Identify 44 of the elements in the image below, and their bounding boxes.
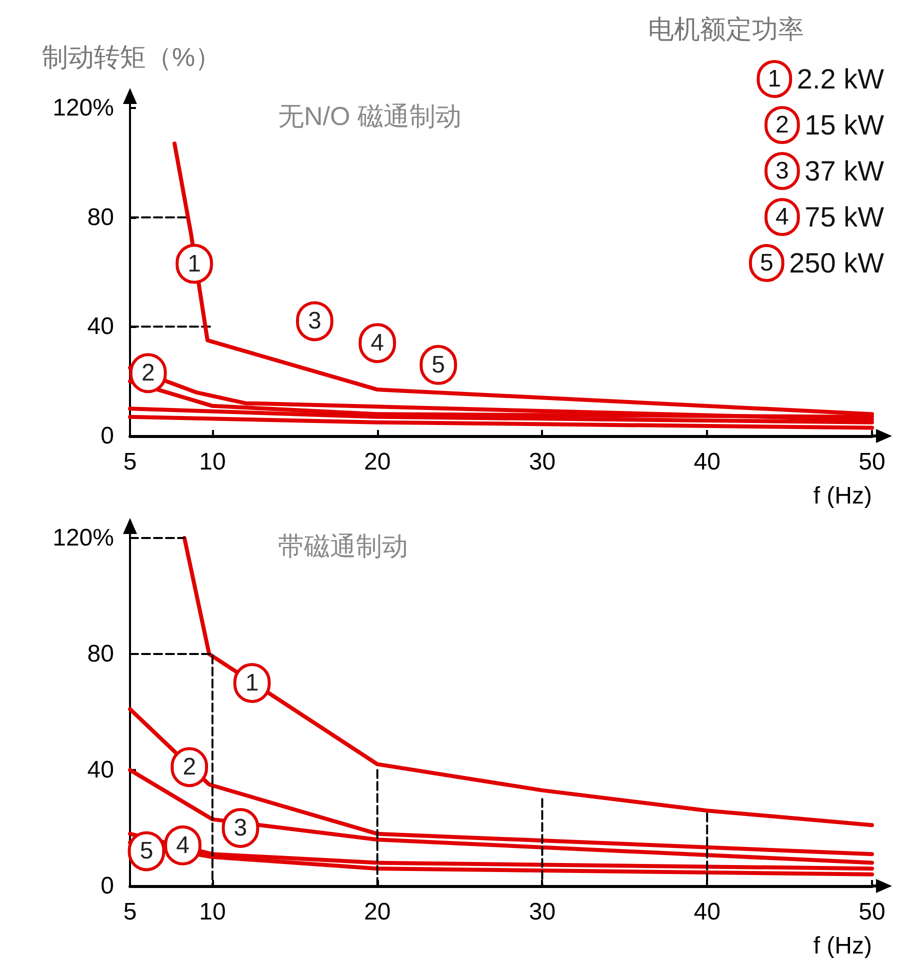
legend-label: 37 kW <box>796 156 885 186</box>
y-tick-label: 120% <box>52 94 114 122</box>
annotation: 2 <box>141 360 155 387</box>
y-tick-label: 0 <box>100 422 114 450</box>
x-tick-label: 40 <box>694 448 720 476</box>
text: 1 <box>768 66 782 92</box>
annotation: 2 <box>182 754 196 781</box>
y-tick-label: 40 <box>87 756 114 784</box>
x-tick-label: 20 <box>364 448 391 476</box>
text: 4 <box>776 204 789 230</box>
chart-title: 带磁通制动 <box>278 531 408 561</box>
y-tick-label: 80 <box>87 640 114 668</box>
text: 5 <box>760 250 774 276</box>
x-tick-label: 10 <box>199 898 226 926</box>
annotation: 4 <box>176 832 190 859</box>
x-tick-label: 5 <box>123 448 137 476</box>
annotation: 4 <box>370 330 384 357</box>
y-axis-title: 制动转矩（%） <box>42 42 222 72</box>
annotation: 1 <box>188 250 201 278</box>
y-tick-label: 40 <box>87 313 114 340</box>
annotation: 3 <box>234 814 248 842</box>
y-tick-label: 120% <box>52 524 114 552</box>
x-tick-label: 30 <box>528 448 556 476</box>
text: 3 <box>776 158 789 184</box>
chart-title: 无N/O 磁通制动 <box>278 101 462 131</box>
legend-label: 75 kW <box>796 202 885 232</box>
x-tick-label: 20 <box>364 898 391 926</box>
annotation: 5 <box>432 351 446 378</box>
annotation: 5 <box>140 838 154 865</box>
legend-label: 15 kW <box>796 110 885 140</box>
y-tick-label: 0 <box>100 872 114 900</box>
annotation: 1 <box>245 670 259 696</box>
annotation: 3 <box>308 308 322 335</box>
x-tick-label: 30 <box>528 898 556 926</box>
y-tick-label: 80 <box>87 204 114 231</box>
x-tick-label: 40 <box>694 898 720 926</box>
x-tick-label: 10 <box>199 448 226 476</box>
text: 2 <box>776 112 789 138</box>
legend-title: 电机额定功率 <box>648 14 804 44</box>
x-tick-label: 50 <box>858 898 886 926</box>
x-tick-label: 50 <box>858 448 886 476</box>
legend-label: 250 kW <box>781 248 885 278</box>
legend-label: 2.2 kW <box>789 64 885 94</box>
x-tick-label: 5 <box>123 898 137 926</box>
